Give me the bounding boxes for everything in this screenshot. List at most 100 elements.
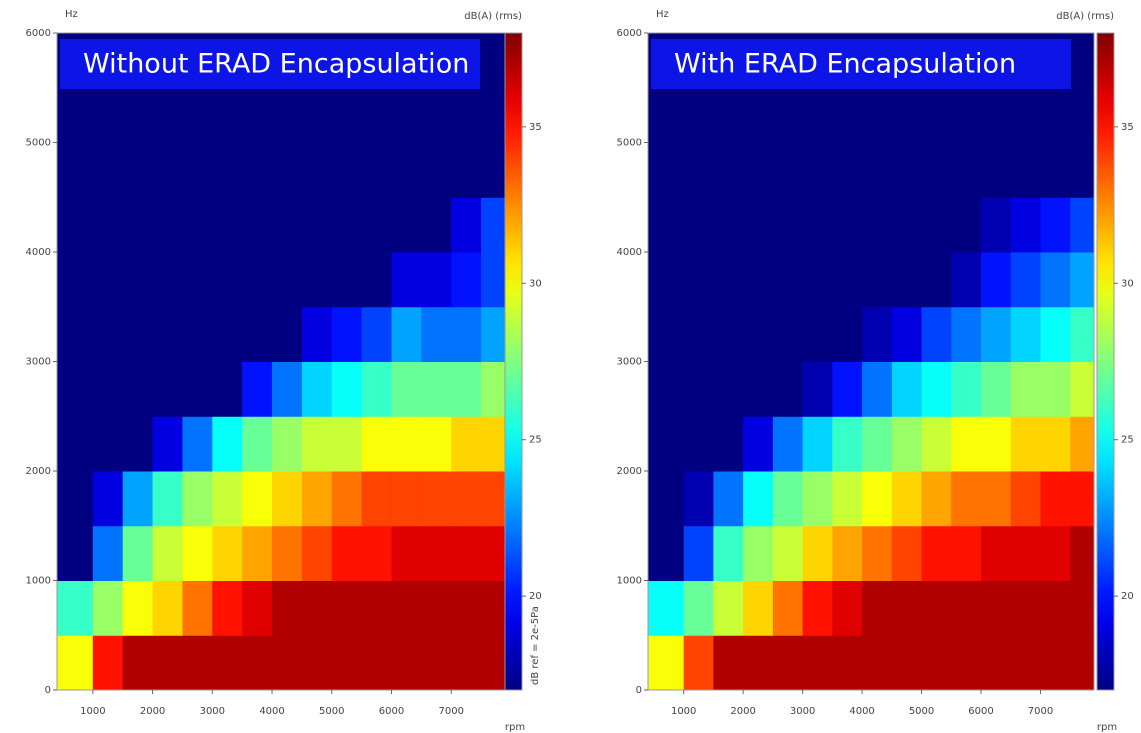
heat-cell xyxy=(921,197,952,253)
heat-cell xyxy=(212,142,243,198)
heat-cell xyxy=(981,580,1012,636)
heat-cell xyxy=(301,580,333,636)
heat-cell xyxy=(301,252,333,308)
heat-cell xyxy=(951,252,982,308)
heat-cell xyxy=(361,252,393,308)
heat-cell xyxy=(743,306,774,362)
heat-cell xyxy=(57,197,94,253)
y-tick-label: 3000 xyxy=(26,357,51,368)
heat-cell xyxy=(1040,416,1071,472)
heat-cell xyxy=(743,197,774,253)
heat-cell xyxy=(683,635,714,691)
x-axis-label: rpm xyxy=(1097,722,1117,733)
heat-cell xyxy=(683,142,714,198)
heat-cell xyxy=(981,252,1012,308)
x-tick-label: 5000 xyxy=(909,706,934,717)
heat-cell xyxy=(421,580,452,636)
y-tick-label: 3000 xyxy=(617,357,642,368)
heat-cell xyxy=(301,416,333,472)
x-tick-label: 1000 xyxy=(671,706,696,717)
heat-cell xyxy=(772,142,804,198)
y-tick-label: 2000 xyxy=(26,466,51,477)
heat-cell xyxy=(92,252,124,308)
heat-cell xyxy=(862,525,893,581)
heat-cell xyxy=(481,33,506,89)
heat-cell xyxy=(891,525,923,581)
heat-cell xyxy=(182,361,213,417)
heat-cell xyxy=(242,580,273,636)
heat-cell xyxy=(713,306,744,362)
heat-cell xyxy=(391,142,422,198)
heat-cell xyxy=(1070,416,1095,472)
heat-cell xyxy=(772,635,804,691)
heat-cell xyxy=(182,416,213,472)
heat-cell xyxy=(272,580,303,636)
heat-cell xyxy=(743,525,774,581)
heat-cell xyxy=(891,197,923,253)
heat-cell xyxy=(152,471,183,527)
heat-cell xyxy=(683,471,714,527)
heat-cell xyxy=(802,635,833,691)
heat-cell xyxy=(648,580,685,636)
colorbar xyxy=(504,32,523,691)
heat-cell xyxy=(981,361,1012,417)
heat-cell xyxy=(1070,471,1095,527)
heat-cell xyxy=(481,580,506,636)
y-tick-label: 0 xyxy=(636,685,642,696)
heat-cell xyxy=(331,87,363,143)
heat-cell xyxy=(802,87,833,143)
heat-cell xyxy=(391,471,422,527)
heat-cell xyxy=(301,306,333,362)
heat-cell xyxy=(772,361,804,417)
heat-cell xyxy=(451,306,482,362)
heat-cell xyxy=(212,525,243,581)
heat-cell xyxy=(421,525,452,581)
heat-cell xyxy=(832,471,863,527)
heat-cell xyxy=(57,306,94,362)
heat-cell xyxy=(802,471,833,527)
heat-cell xyxy=(301,197,333,253)
heat-cell xyxy=(1010,525,1041,581)
heat-cell xyxy=(92,142,124,198)
heat-cell xyxy=(212,197,243,253)
y-tick-label: 4000 xyxy=(26,247,51,258)
heat-cell xyxy=(182,580,213,636)
heat-cell xyxy=(481,635,506,691)
heat-cell xyxy=(981,197,1012,253)
heat-cell xyxy=(481,416,506,472)
heat-cell xyxy=(832,306,863,362)
heat-cell xyxy=(891,361,923,417)
heat-cell xyxy=(713,252,744,308)
heat-cell xyxy=(421,635,452,691)
heat-cell xyxy=(391,306,422,362)
heat-cell xyxy=(152,306,183,362)
y-tick-label: 6000 xyxy=(617,28,642,39)
heat-cell xyxy=(802,142,833,198)
heat-cell xyxy=(1070,580,1095,636)
heat-cell xyxy=(451,361,482,417)
heat-cell xyxy=(683,306,714,362)
heat-cell xyxy=(891,635,923,691)
y-axis-label: Hz xyxy=(656,9,669,20)
heat-cell xyxy=(92,471,124,527)
heat-cell xyxy=(1010,580,1041,636)
chart-title: With ERAD Encapsulation xyxy=(674,49,1016,80)
heat-cell xyxy=(152,252,183,308)
heat-cell xyxy=(57,87,94,143)
heat-cell xyxy=(1040,306,1071,362)
heat-cell xyxy=(802,525,833,581)
heat-cell xyxy=(242,252,273,308)
heat-cell xyxy=(152,197,183,253)
heat-cell xyxy=(182,142,213,198)
heat-cell xyxy=(272,525,303,581)
heat-cell xyxy=(981,87,1012,143)
heat-cell xyxy=(391,197,422,253)
heat-cell xyxy=(648,416,685,472)
x-tick-label: 7000 xyxy=(1028,706,1053,717)
heat-cell xyxy=(57,635,94,691)
heat-cell xyxy=(361,361,393,417)
heat-cell xyxy=(832,252,863,308)
colorbar-tick-label: 20 xyxy=(529,591,542,602)
chart-title: Without ERAD Encapsulation xyxy=(83,49,469,80)
heat-cell xyxy=(862,252,893,308)
